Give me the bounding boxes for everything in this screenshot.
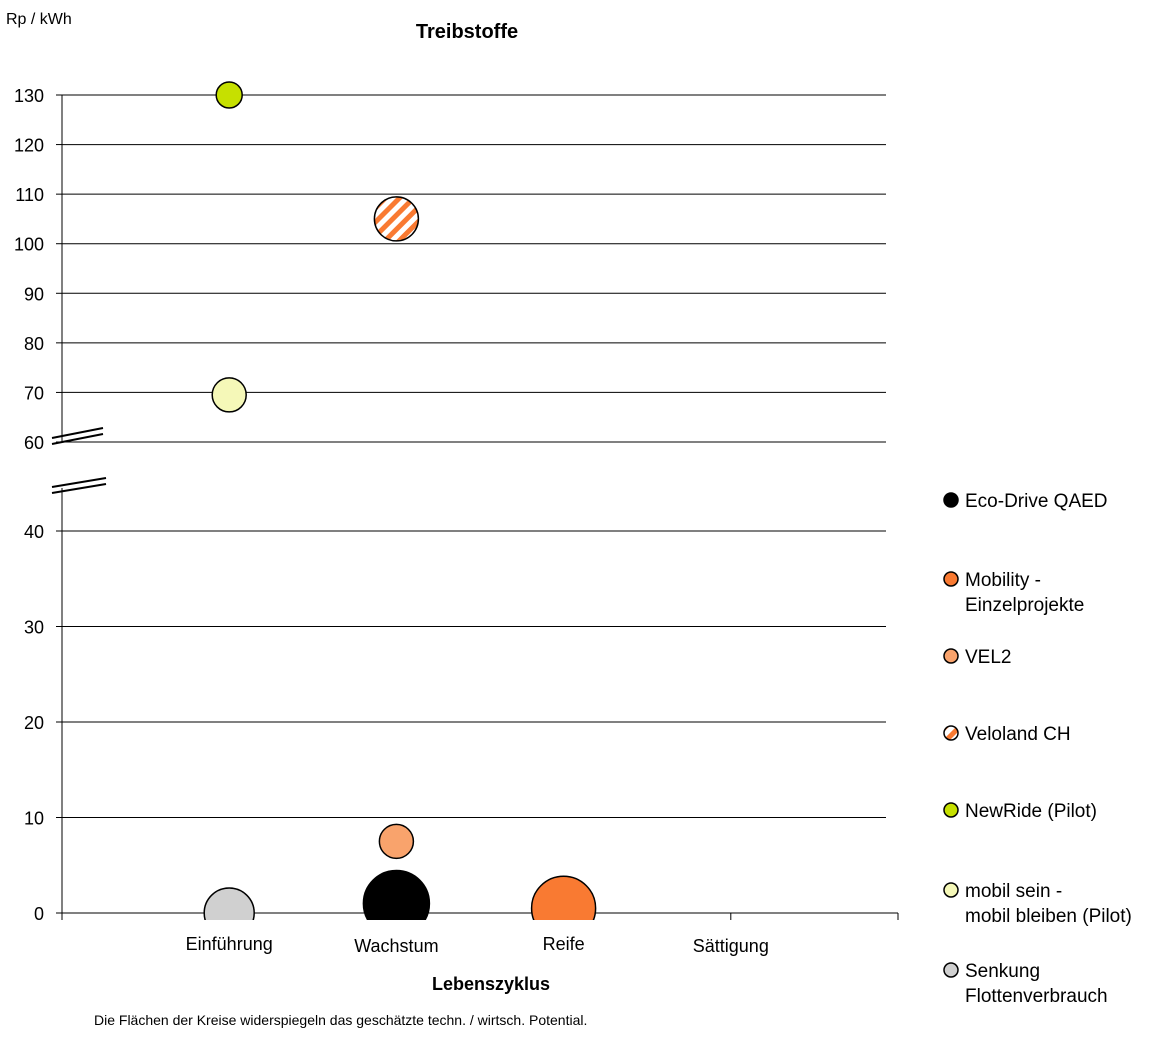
y-tick-label: 40 [24, 522, 44, 542]
bubble [378, 823, 415, 860]
legend-item: Mobility - Einzelprojekte [943, 570, 1084, 616]
bubble [362, 869, 431, 920]
legend-label: Veloland CH [965, 724, 1071, 745]
legend: Eco-Drive QAED Mobility - Einzelprojekte VE… [943, 491, 1132, 1007]
bubble [215, 81, 243, 109]
legend-label: mobil sein - [965, 881, 1062, 902]
bubble [530, 875, 597, 920]
y-tick-label: 70 [24, 383, 44, 403]
y-tick-label: 10 [24, 809, 44, 829]
y-tick-label: 30 [24, 618, 44, 638]
legend-marker [943, 492, 959, 508]
legend-marker [943, 802, 959, 818]
legend-marker [943, 882, 959, 898]
y-tick-labels: 60 70 80 90 100 110 120 130 0 10 20 30 40 [14, 86, 62, 924]
y-tick-label: 90 [24, 284, 44, 304]
y-tick-label: 80 [24, 334, 44, 354]
y-tick-label: 100 [14, 235, 44, 255]
legend-marker [943, 962, 959, 978]
gridlines-upper [62, 94, 886, 443]
legend-item: Senkung Flottenverbrauch [943, 961, 1108, 1007]
y-tick-label: 60 [24, 433, 44, 453]
bubble [203, 887, 255, 920]
y-unit-label: Rp / kWh [6, 11, 72, 28]
legend-item: Veloland CH [943, 724, 1071, 745]
y-tick-label: 0 [34, 904, 44, 924]
legend-item: VEL2 [943, 647, 1011, 668]
legend-label: Flottenverbrauch [965, 986, 1108, 1007]
x-tick-label: Sättigung [693, 936, 769, 956]
x-tick-label: Reife [543, 934, 585, 954]
x-ticks [61, 913, 899, 920]
y-tick-label: 120 [14, 136, 44, 156]
legend-label: Mobility - [965, 570, 1041, 591]
chart-title: Treibstoffe [416, 21, 518, 43]
y-tick-label: 20 [24, 713, 44, 733]
legend-label: NewRide (Pilot) [965, 801, 1097, 822]
legend-item: mobil sein - mobil bleiben (Pilot) [943, 881, 1132, 927]
footnote: Die Flächen der Kreise widerspiegeln das… [94, 1012, 587, 1028]
axis-break-bottom [51, 477, 107, 494]
x-tick-label: Wachstum [354, 936, 438, 956]
y-tick-label: 110 [15, 185, 44, 205]
bubble [373, 196, 420, 242]
legend-label: VEL2 [965, 647, 1011, 668]
legend-marker [943, 571, 959, 587]
legend-marker [943, 648, 959, 664]
axis-break-top [51, 427, 104, 445]
x-axis-title: Lebenszyklus [432, 974, 550, 994]
y-tick-label: 130 [14, 86, 44, 106]
gridlines-lower [62, 530, 886, 818]
x-tick-label: Einführung [186, 934, 273, 954]
bubbles [203, 81, 597, 920]
legend-item: NewRide (Pilot) [943, 801, 1097, 822]
bubble [211, 377, 247, 413]
legend-marker [943, 725, 959, 741]
x-category-labels: Einführung Wachstum Reife Sättigung [186, 934, 769, 956]
legend-label: Eco-Drive QAED [965, 491, 1108, 512]
legend-label: Senkung [965, 961, 1040, 982]
legend-label: Einzelprojekte [965, 595, 1084, 616]
legend-item: Eco-Drive QAED [943, 491, 1108, 512]
legend-label: mobil bleiben (Pilot) [965, 906, 1132, 927]
